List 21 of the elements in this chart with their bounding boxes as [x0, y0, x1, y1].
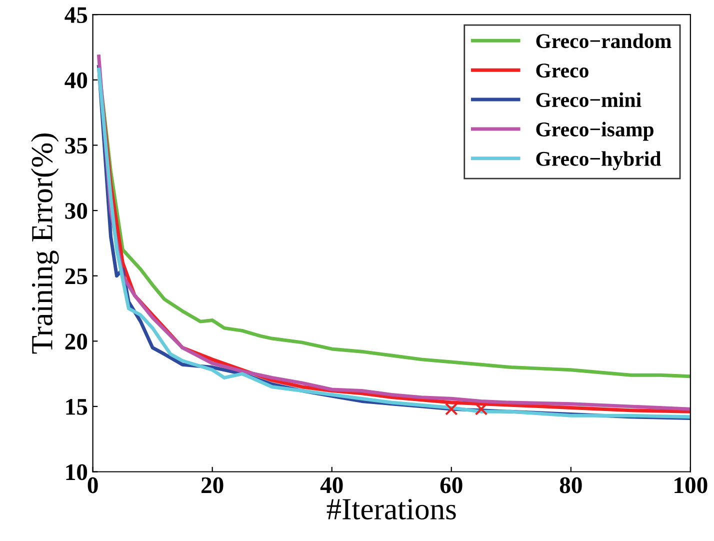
legend-label: Greco−random: [536, 33, 672, 48]
y-tick-label: 35: [65, 138, 88, 154]
x-tick-label: 60: [440, 477, 462, 494]
legend-label: Greco: [536, 64, 588, 78]
y-axis-title: Training Error(%): [30, 133, 59, 354]
x-tick-label: 0: [88, 477, 98, 494]
y-tick-label: 10: [66, 464, 88, 480]
x-tick-label: 40: [320, 477, 343, 494]
y-tick-label: 30: [65, 203, 88, 219]
y-tick-label: 25: [65, 268, 88, 284]
x-axis-title: #Iterations: [326, 498, 456, 520]
legend-label: Greco−mini: [536, 92, 642, 108]
y-tick-label: 45: [64, 7, 88, 24]
legend-label: Greco−isamp: [536, 122, 654, 141]
x-tick-label: 20: [202, 477, 224, 494]
y-tick-label: 15: [66, 399, 88, 415]
x-tick-label: 80: [560, 477, 582, 494]
x-tick-label: 100: [674, 477, 708, 494]
y-tick-label: 40: [64, 72, 88, 88]
y-tick-label: 20: [65, 334, 88, 350]
legend-label: Greco−hybrid: [536, 151, 662, 170]
